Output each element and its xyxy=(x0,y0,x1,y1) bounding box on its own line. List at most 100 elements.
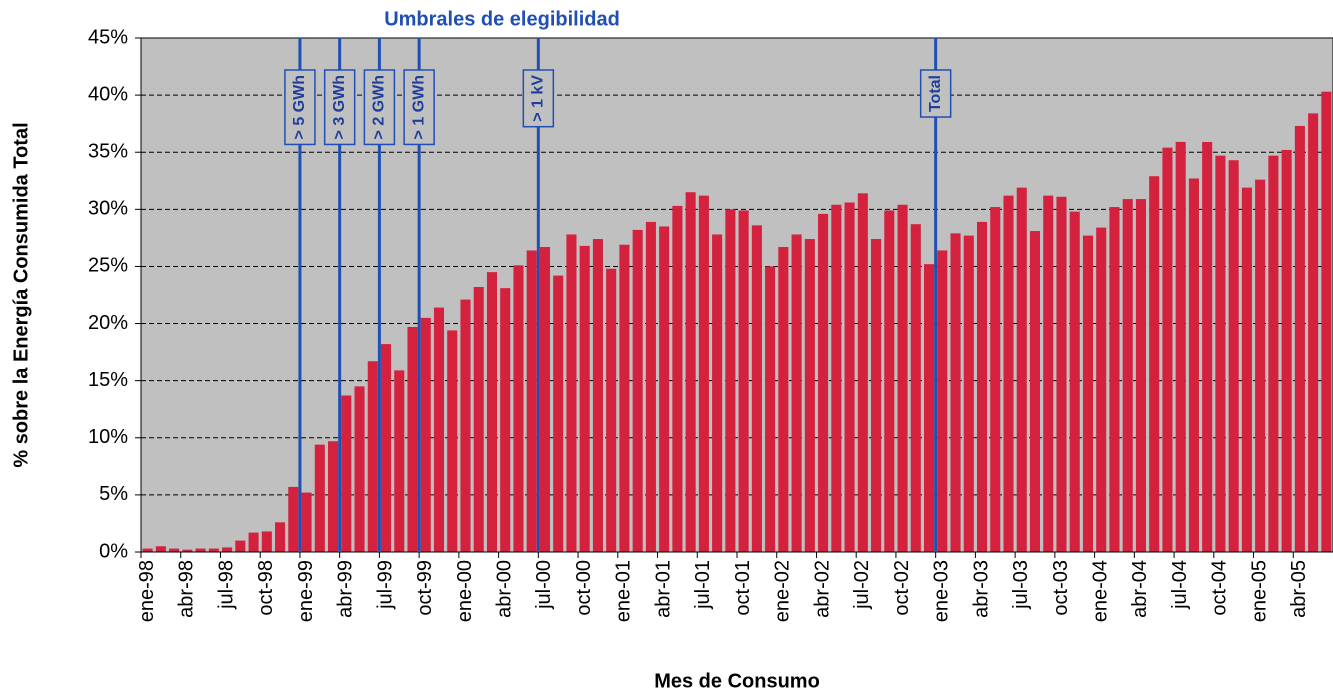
bar xyxy=(963,235,974,553)
bar xyxy=(142,548,153,552)
y-tick-label: 20% xyxy=(88,312,128,334)
bar xyxy=(553,275,564,552)
x-tick-label: abr-05 xyxy=(1288,560,1310,618)
bar xyxy=(182,549,193,552)
x-tick-label: jul-02 xyxy=(851,560,873,610)
x-tick-label: abr-03 xyxy=(970,560,992,618)
bar xyxy=(169,548,180,552)
annotation-box xyxy=(919,69,952,118)
bar xyxy=(712,234,723,552)
bar xyxy=(155,546,166,552)
bar xyxy=(659,226,670,552)
x-tick-label: abr-01 xyxy=(652,560,674,618)
x-tick-label: oct-99 xyxy=(414,560,436,616)
bar xyxy=(1069,211,1080,552)
bar xyxy=(566,234,577,552)
bar xyxy=(208,548,219,552)
bar xyxy=(328,441,339,552)
x-tick-label: jul-99 xyxy=(374,560,396,610)
x-tick-label: jul-03 xyxy=(1010,560,1032,610)
x-tick-label: oct-03 xyxy=(1050,560,1072,616)
bar xyxy=(976,221,988,553)
bar xyxy=(539,247,550,552)
x-tick-label: ene-03 xyxy=(931,560,953,622)
bar xyxy=(341,395,352,552)
bar xyxy=(1268,155,1279,552)
bar xyxy=(473,287,484,552)
bar xyxy=(433,307,445,552)
bar xyxy=(288,486,299,552)
bar xyxy=(1215,155,1226,552)
bar xyxy=(818,213,829,552)
bar xyxy=(1122,199,1133,552)
bar xyxy=(857,193,868,552)
bar xyxy=(924,264,935,552)
bar xyxy=(1228,160,1239,552)
bar xyxy=(380,344,392,552)
y-tick-label: 40% xyxy=(88,83,128,105)
y-tick-label: 5% xyxy=(99,483,128,505)
bar xyxy=(235,540,246,552)
bar xyxy=(500,288,511,552)
bar xyxy=(314,444,325,552)
plot-border xyxy=(140,37,1333,553)
y-tick-label: 15% xyxy=(88,369,128,391)
bar xyxy=(407,326,418,552)
x-tick-label: oct-02 xyxy=(891,560,913,616)
bar xyxy=(592,239,603,552)
x-tick-label: abr-00 xyxy=(494,560,516,618)
bar xyxy=(619,244,630,552)
bar xyxy=(884,210,895,552)
x-tick-label: ene-98 xyxy=(136,560,158,622)
bar xyxy=(1241,187,1252,552)
bar xyxy=(1096,227,1107,552)
x-tick-label: ene-02 xyxy=(772,560,794,622)
y-tick-label: 10% xyxy=(88,426,128,448)
x-tick-label: abr-99 xyxy=(335,560,357,618)
bar xyxy=(937,250,948,552)
x-tick-label: jul-04 xyxy=(1169,560,1191,610)
bar xyxy=(447,330,458,552)
annotation-box xyxy=(522,69,555,128)
bar xyxy=(367,361,378,552)
x-tick-label: oct-00 xyxy=(573,560,595,616)
x-tick-label: ene-05 xyxy=(1248,560,1270,622)
bar xyxy=(1188,178,1199,552)
bar xyxy=(420,317,431,552)
bar xyxy=(778,247,789,552)
y-tick-label: 35% xyxy=(88,141,128,163)
annotation-label: > 1 GWh xyxy=(410,75,427,139)
x-axis-title: Mes de Consumo xyxy=(654,670,820,692)
y-tick-label: 45% xyxy=(88,26,128,48)
bar xyxy=(685,192,696,552)
bar xyxy=(486,272,498,552)
bar xyxy=(301,492,312,552)
bar xyxy=(751,225,762,552)
annotation-label: Total xyxy=(927,75,944,112)
bar xyxy=(844,202,855,553)
annotation-box xyxy=(403,69,435,146)
x-tick-label: ene-01 xyxy=(613,560,635,622)
bar xyxy=(275,522,286,552)
bar xyxy=(394,370,405,552)
bar xyxy=(1135,199,1146,552)
bar xyxy=(791,234,802,552)
y-axis-title: % sobre la Energía Consumida Total xyxy=(10,122,32,467)
annotation-box xyxy=(284,69,316,146)
bar xyxy=(579,245,590,552)
annotation-box xyxy=(323,69,356,146)
bar xyxy=(632,229,643,553)
bar xyxy=(990,207,1001,552)
x-tick-label: abr-04 xyxy=(1129,560,1151,618)
bar xyxy=(261,531,272,552)
x-tick-label: jul-01 xyxy=(692,560,714,610)
bar xyxy=(698,195,709,553)
bar xyxy=(222,547,233,552)
x-tick-label: abr-98 xyxy=(176,560,198,618)
chart-title: Umbrales de elegibilidad xyxy=(384,8,620,30)
bar xyxy=(897,204,908,552)
x-tick-label: ene-04 xyxy=(1090,560,1112,622)
bar xyxy=(672,205,683,552)
y-tick-label: 25% xyxy=(88,255,128,277)
